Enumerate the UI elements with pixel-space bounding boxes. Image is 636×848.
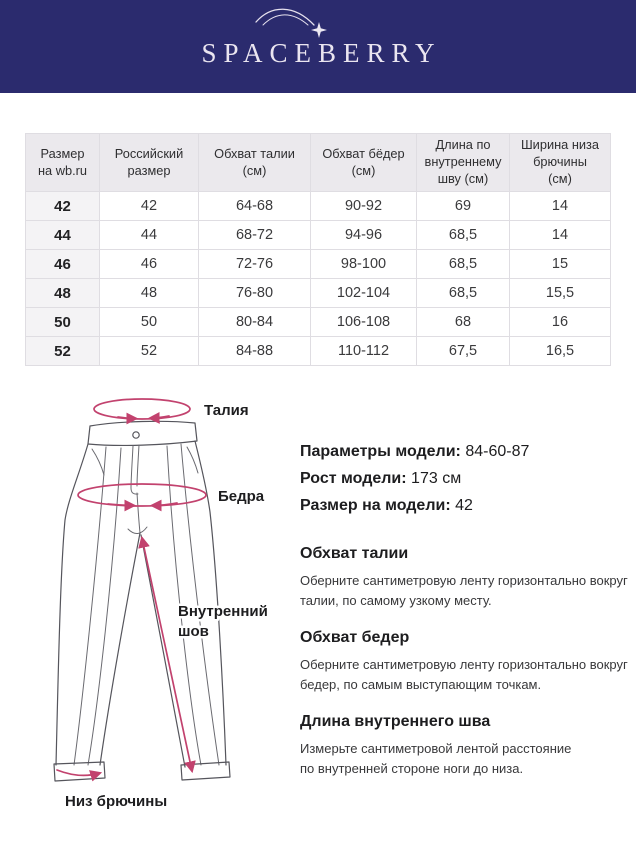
size-cell: 16 xyxy=(509,307,611,337)
measurement-marks xyxy=(56,398,207,782)
column-header-wb-size: Размер на wb.ru xyxy=(25,133,100,192)
size-cell-wb: 46 xyxy=(25,249,100,279)
column-header-waist: Обхват талии (см) xyxy=(198,133,311,192)
guide-section-inseam: Длина внутреннего шва Измерьте сантиметр… xyxy=(300,711,630,779)
size-cell: 50 xyxy=(99,307,199,337)
column-header-hem-width: Ширина низа брючины (см) xyxy=(509,133,611,192)
size-cell: 72-76 xyxy=(198,249,311,279)
model-size-value: 42 xyxy=(455,497,473,514)
size-cell: 68,5 xyxy=(416,278,510,308)
size-table-head: Размер на wb.ru Российский размер Обхват… xyxy=(25,133,611,192)
size-table-row: 42 42 64-68 90-92 69 14 xyxy=(25,191,611,221)
size-cell: 110-112 xyxy=(310,336,417,366)
size-cell: 46 xyxy=(99,249,199,279)
size-cell: 42 xyxy=(99,191,199,221)
guide-title-inseam: Длина внутреннего шва xyxy=(300,713,491,730)
size-table-row: 50 50 80-84 106-108 68 16 xyxy=(25,307,611,337)
size-cell: 15 xyxy=(509,249,611,279)
model-parameters: Параметры модели: 84-60-87 Рост модели: … xyxy=(300,438,630,519)
brand-logo: SPACEBERRY xyxy=(201,8,435,69)
model-params-line: Параметры модели: 84-60-87 xyxy=(300,438,630,465)
model-size-line: Размер на модели: 42 xyxy=(300,492,630,519)
waist-diagram-label: Талия xyxy=(204,402,249,419)
guide-body-inseam: Измерьте сантиметровой лентой расстояние… xyxy=(300,741,572,776)
size-table-body: 42 42 64-68 90-92 69 14 44 44 68-72 94-96 68,5 14 46… xyxy=(25,191,611,366)
size-table: Размер на wb.ru Российский размер Обхват… xyxy=(25,133,611,366)
size-table-header-row: Размер на wb.ru Российский размер Обхват… xyxy=(25,133,611,192)
size-cell: 68 xyxy=(416,307,510,337)
size-cell: 14 xyxy=(509,191,611,221)
brand-name: SPACEBERRY xyxy=(201,38,442,68)
pants-measurement-diagram: Талия Бедра Внутренний шов Низ брючины xyxy=(53,398,270,810)
size-cell: 68,5 xyxy=(416,249,510,279)
hips-diagram-label: Бедра xyxy=(218,488,265,505)
column-header-inseam: Длина по внутреннему шву (см) xyxy=(416,133,510,192)
size-cell-wb: 44 xyxy=(25,220,100,250)
guide-body-waist: Оберните сантиметровую ленту горизонталь… xyxy=(300,573,628,608)
size-cell: 68-72 xyxy=(198,220,311,250)
pants-outline xyxy=(53,420,231,782)
size-cell: 14 xyxy=(509,220,611,250)
column-header-ru-size: Российский размер xyxy=(99,133,199,192)
guide-body-hips: Оберните сантиметровую ленту горизонталь… xyxy=(300,657,628,692)
model-size-label: Размер на модели: xyxy=(300,497,451,514)
guide-section-waist: Обхват талии Оберните сантиметровую лент… xyxy=(300,543,630,611)
size-cell: 90-92 xyxy=(310,191,417,221)
inseam-diagram-label-line1: Внутренний xyxy=(178,603,268,620)
size-cell: 84-88 xyxy=(198,336,311,366)
column-header-hips: Обхват бёдер (см) xyxy=(310,133,417,192)
hem-diagram-label: Низ брючины xyxy=(65,793,167,810)
model-params-value: 84-60-87 xyxy=(465,443,530,460)
size-cell: 68,5 xyxy=(416,220,510,250)
size-cell-wb: 52 xyxy=(25,336,100,366)
model-params-label: Параметры модели: xyxy=(300,443,461,460)
size-cell: 44 xyxy=(99,220,199,250)
size-cell: 48 xyxy=(99,278,199,308)
size-table-row: 48 48 76-80 102-104 68,5 15,5 xyxy=(25,278,611,308)
size-table-row: 44 44 68-72 94-96 68,5 14 xyxy=(25,220,611,250)
size-cell: 94-96 xyxy=(310,220,417,250)
size-cell: 67,5 xyxy=(416,336,510,366)
model-height-line: Рост модели: 173 см xyxy=(300,465,630,492)
model-height-value: 173 см xyxy=(411,470,462,487)
size-cell: 64-68 xyxy=(198,191,311,221)
shooting-star-icon xyxy=(255,8,328,38)
size-table-row: 46 46 72-76 98-100 68,5 15 xyxy=(25,249,611,279)
size-cell-wb: 42 xyxy=(25,191,100,221)
inseam-diagram-label-line2: шов xyxy=(178,623,209,640)
guide-title-hips: Обхват бедер xyxy=(300,629,410,646)
size-cell: 106-108 xyxy=(310,307,417,337)
guide-title-waist: Обхват талии xyxy=(300,545,409,562)
size-cell: 98-100 xyxy=(310,249,417,279)
size-cell: 102-104 xyxy=(310,278,417,308)
model-height-label: Рост модели: xyxy=(300,470,407,487)
size-table-row: 52 52 84-88 110-112 67,5 16,5 xyxy=(25,336,611,366)
size-cell-wb: 48 xyxy=(25,278,100,308)
guide-section-hips: Обхват бедер Оберните сантиметровую лент… xyxy=(300,627,630,695)
measurement-info: Параметры модели: 84-60-87 Рост модели: … xyxy=(300,438,630,795)
size-cell: 15,5 xyxy=(509,278,611,308)
size-cell: 69 xyxy=(416,191,510,221)
size-cell: 16,5 xyxy=(509,336,611,366)
size-cell: 52 xyxy=(99,336,199,366)
brand-header: SPACEBERRY xyxy=(0,0,636,93)
size-cell-wb: 50 xyxy=(25,307,100,337)
size-cell: 80-84 xyxy=(198,307,311,337)
size-cell: 76-80 xyxy=(198,278,311,308)
